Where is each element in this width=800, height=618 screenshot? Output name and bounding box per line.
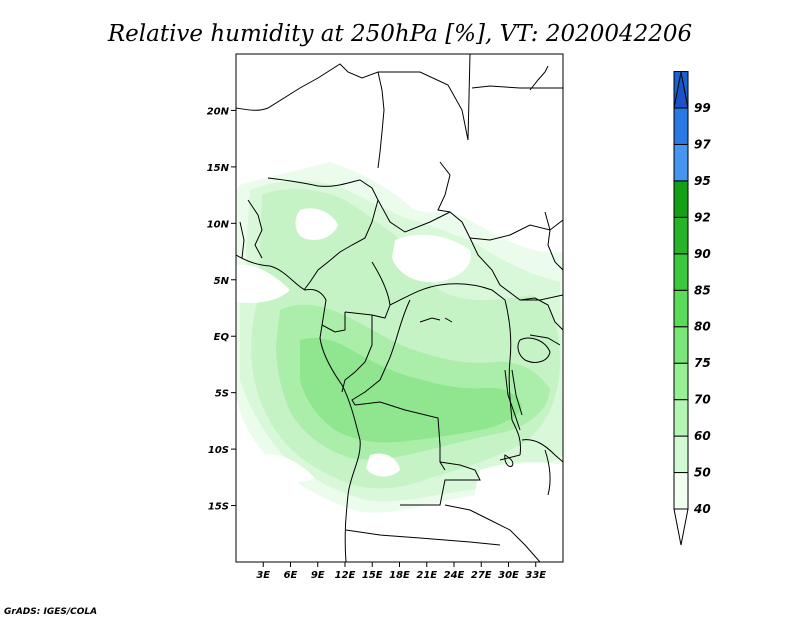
lat-tick-label: EQ <box>214 332 230 343</box>
colorbar-level-label: 99 <box>694 101 711 115</box>
colorbar-segment <box>673 435 689 474</box>
border-sudan-ss <box>437 161 563 241</box>
border-drc-east <box>504 299 521 456</box>
lake-patch-2 <box>504 454 514 467</box>
ivory-coast-border <box>247 199 263 259</box>
ghana-border <box>239 221 245 259</box>
colorbar-segment <box>673 362 689 401</box>
lon-tick-label: 33E <box>525 570 546 581</box>
lat-tick-label: 5S <box>215 389 229 400</box>
lon-tick-label: 3E <box>256 570 270 581</box>
lat-tick-label: 10N <box>207 219 230 230</box>
border-tanzania <box>499 439 563 463</box>
lon-tick-label: 24E <box>444 570 465 581</box>
colorbar-segment <box>673 216 689 255</box>
colorbar-level-label: 97 <box>694 137 711 151</box>
colorbar-level-label: 70 <box>694 393 711 407</box>
colorbar: 40 50 60 70 75 80 85 90 92 95 97 99 <box>673 71 711 546</box>
lake-malawi <box>544 449 551 496</box>
colorbar-segment <box>673 180 689 218</box>
colorbar-overflow-triangle <box>673 71 689 109</box>
colorbar-segment <box>673 107 689 145</box>
dry-patch-nigeria <box>295 208 338 241</box>
colorbar-segment <box>673 253 689 291</box>
colorbar-segment <box>673 289 689 328</box>
grads-credit: GrADS: IGES/COLA <box>4 607 97 617</box>
lon-tick-label: 6E <box>284 570 298 581</box>
dry-patch-ocean <box>262 454 315 483</box>
dry-patch-gulf <box>236 264 290 303</box>
dry-patch-angola <box>366 453 400 477</box>
colorbar-level-label: 60 <box>694 429 711 443</box>
lon-tick-label: 15E <box>362 570 383 581</box>
map-title: Relative humidity at 250hPa [%], VT: 202… <box>107 21 692 47</box>
longitude-axis: 3E 6E 9E 12E 15E 18E 21E 24E 27E 30E 33E <box>256 562 546 581</box>
colorbar-level-label: 80 <box>694 320 711 334</box>
colorbar-level-label: 85 <box>694 283 711 297</box>
colorbar-level-label: 95 <box>694 174 711 188</box>
lake-patch-1 <box>419 317 453 323</box>
border-north-chad <box>378 54 471 141</box>
lat-tick-label: 5N <box>214 276 230 287</box>
colorbar-level-label: 40 <box>693 502 711 516</box>
colorbar-segment <box>673 326 689 364</box>
humidity-band-75 <box>300 338 522 443</box>
border-sahara <box>236 63 385 169</box>
lat-tick-label: 15N <box>207 163 230 174</box>
border-niger-nigeria <box>267 177 379 201</box>
border-lake-tanganyika <box>504 369 523 431</box>
humidity-field <box>236 162 563 562</box>
lat-tick-label: 10S <box>208 445 229 456</box>
lat-tick-label: 15S <box>208 502 229 513</box>
border-nigeria-cameroon <box>303 199 379 291</box>
colorbar-level-label: 75 <box>694 356 711 370</box>
border-angola-zambia <box>400 461 481 506</box>
lon-tick-label: 12E <box>335 570 356 581</box>
colorbar-segment <box>673 143 689 182</box>
dry-patch-car <box>392 234 471 283</box>
border-cameroon-car <box>344 261 391 319</box>
border-namibia <box>345 529 501 546</box>
colorbar-segment <box>673 399 689 437</box>
border-uganda-kenya <box>519 297 563 346</box>
lon-tick-label: 9E <box>311 570 325 581</box>
red-sea-coast <box>529 65 549 91</box>
map-panel: 20N 15N 10N 5N EQ 5S 10S 15S 3E 6E 9E 12E 15E 18E 21E… <box>207 53 564 581</box>
lon-tick-label: 30E <box>498 570 519 581</box>
border-drc-west <box>351 299 411 406</box>
border-congo <box>321 312 373 393</box>
lat-tick-label: 20N <box>207 106 230 117</box>
coastline-west-africa <box>236 254 361 562</box>
lon-tick-label: 18E <box>389 570 410 581</box>
nile-coast <box>471 85 563 89</box>
border-ethiopia <box>544 211 563 271</box>
dry-patch-south <box>469 462 563 562</box>
border-zambia-south <box>444 504 541 562</box>
colorbar-segment <box>673 472 689 510</box>
colorbar-level-label: 92 <box>694 210 711 224</box>
country-borders <box>236 54 563 562</box>
border-car-drc <box>389 283 506 306</box>
colorbar-underflow-triangle <box>673 508 689 546</box>
lake-victoria <box>517 337 551 363</box>
latitude-axis: 20N 15N 10N 5N EQ 5S 10S 15S <box>207 106 236 513</box>
lon-tick-label: 27E <box>471 570 492 581</box>
colorbar-level-label: 50 <box>694 466 711 480</box>
lon-tick-label: 21E <box>416 570 437 581</box>
colorbar-level-label: 90 <box>694 247 711 261</box>
